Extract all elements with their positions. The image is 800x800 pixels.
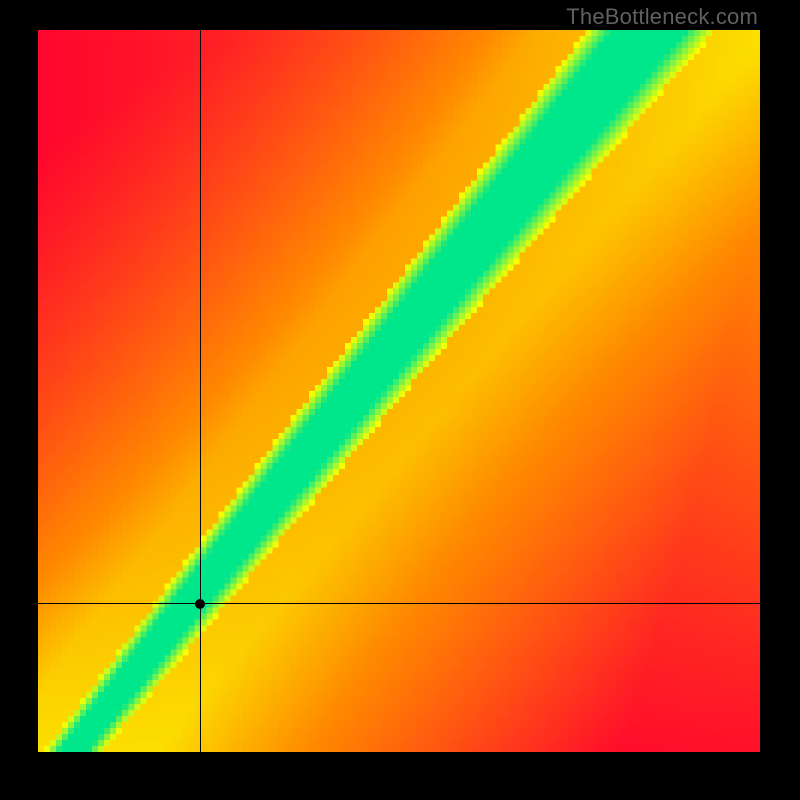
- marker-dot: [195, 599, 205, 609]
- heatmap-canvas: [38, 30, 760, 752]
- heatmap-plot-area: [38, 30, 760, 752]
- crosshair-vertical: [200, 30, 201, 752]
- watermark-text: TheBottleneck.com: [566, 4, 758, 30]
- crosshair-horizontal: [38, 603, 760, 604]
